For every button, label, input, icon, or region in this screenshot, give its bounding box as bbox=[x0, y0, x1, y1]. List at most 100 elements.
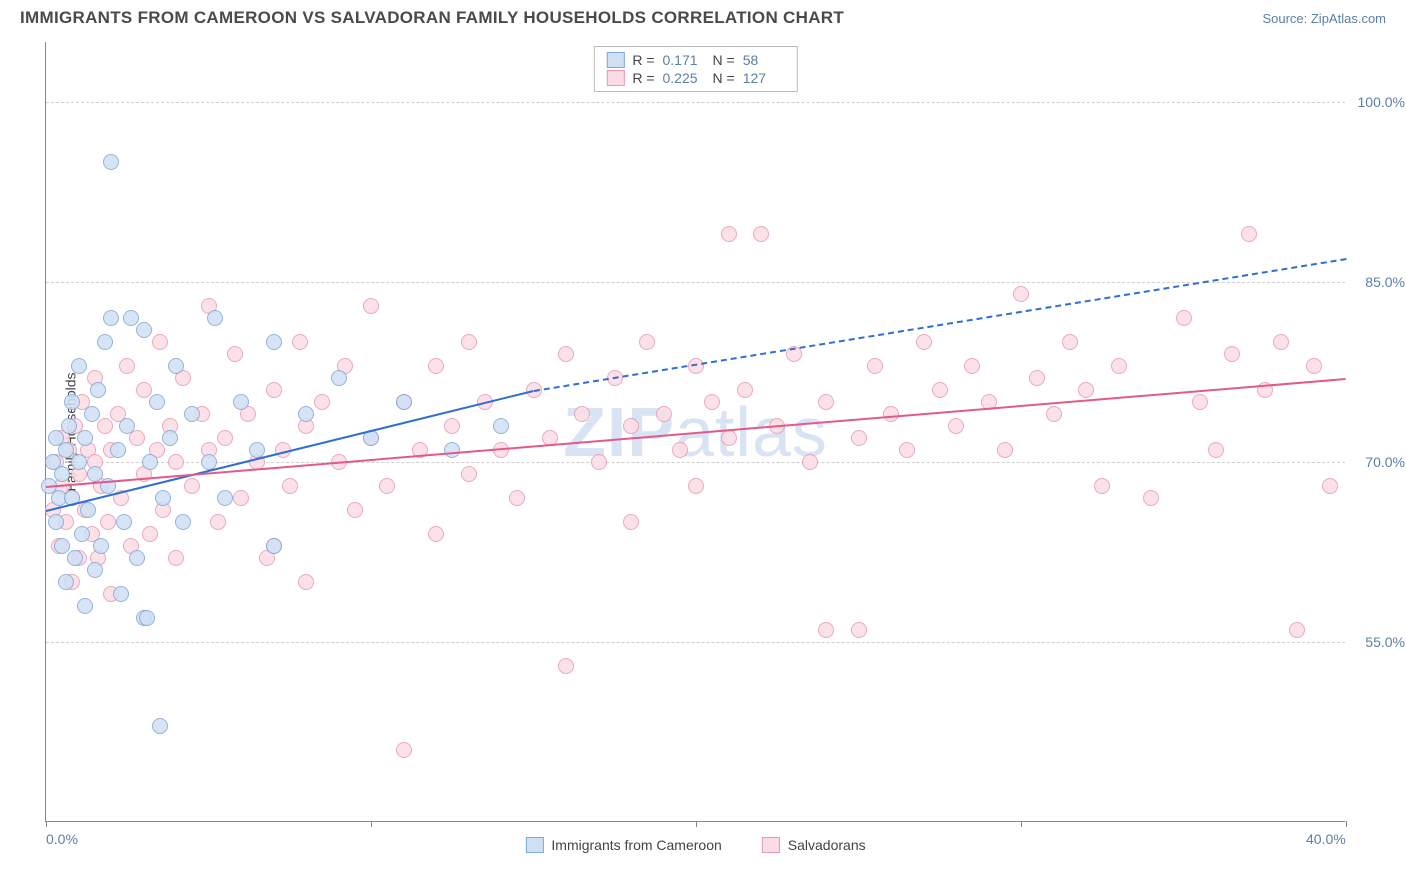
scatter-point bbox=[1111, 358, 1127, 374]
scatter-point bbox=[139, 610, 155, 626]
scatter-point bbox=[656, 406, 672, 422]
swatch-icon bbox=[606, 52, 624, 68]
scatter-point bbox=[379, 478, 395, 494]
scatter-point bbox=[233, 490, 249, 506]
scatter-point bbox=[851, 622, 867, 638]
scatter-point bbox=[851, 430, 867, 446]
scatter-point bbox=[721, 226, 737, 242]
scatter-point bbox=[136, 382, 152, 398]
scatter-point bbox=[704, 394, 720, 410]
scatter-point bbox=[168, 358, 184, 374]
scatter-point bbox=[721, 430, 737, 446]
scatter-point bbox=[428, 526, 444, 542]
legend-item: Immigrants from Cameroon bbox=[525, 837, 721, 853]
legend-item: Salvadorans bbox=[762, 837, 866, 853]
scatter-point bbox=[58, 574, 74, 590]
stat-r-value: 0.171 bbox=[663, 52, 705, 68]
scatter-point bbox=[1176, 310, 1192, 326]
scatter-point bbox=[116, 514, 132, 530]
scatter-point bbox=[867, 358, 883, 374]
scatter-point bbox=[1208, 442, 1224, 458]
scatter-point bbox=[142, 526, 158, 542]
scatter-point bbox=[948, 418, 964, 434]
scatter-point bbox=[227, 346, 243, 362]
scatter-point bbox=[509, 490, 525, 506]
scatter-point bbox=[152, 718, 168, 734]
chart-container: Family Households ZIPatlas R = 0.171 N =… bbox=[45, 42, 1345, 822]
scatter-point bbox=[149, 394, 165, 410]
legend-label: Immigrants from Cameroon bbox=[551, 837, 721, 853]
swatch-icon bbox=[525, 837, 543, 853]
scatter-point bbox=[152, 334, 168, 350]
scatter-point bbox=[298, 574, 314, 590]
scatter-point bbox=[558, 658, 574, 674]
scatter-plot: ZIPatlas R = 0.171 N = 58 R = 0.225 N = … bbox=[45, 42, 1345, 822]
scatter-point bbox=[396, 742, 412, 758]
scatter-point bbox=[997, 442, 1013, 458]
x-tick bbox=[1021, 821, 1022, 827]
scatter-point bbox=[1273, 334, 1289, 350]
scatter-point bbox=[97, 334, 113, 350]
scatter-point bbox=[48, 514, 64, 530]
scatter-point bbox=[54, 538, 70, 554]
scatter-point bbox=[184, 478, 200, 494]
y-tick-label: 70.0% bbox=[1350, 454, 1405, 470]
scatter-point bbox=[233, 394, 249, 410]
scatter-point bbox=[737, 382, 753, 398]
scatter-point bbox=[168, 550, 184, 566]
stat-r-label: R = bbox=[632, 52, 654, 68]
scatter-point bbox=[110, 442, 126, 458]
stat-n-value: 127 bbox=[743, 70, 785, 86]
stats-box: R = 0.171 N = 58 R = 0.225 N = 127 bbox=[593, 46, 797, 92]
page-title: IMMIGRANTS FROM CAMEROON VS SALVADORAN F… bbox=[20, 8, 844, 28]
gridline bbox=[46, 102, 1345, 103]
scatter-point bbox=[93, 538, 109, 554]
x-tick bbox=[1346, 821, 1347, 827]
scatter-point bbox=[1046, 406, 1062, 422]
scatter-point bbox=[331, 370, 347, 386]
scatter-point bbox=[1029, 370, 1045, 386]
scatter-point bbox=[210, 514, 226, 530]
scatter-point bbox=[639, 334, 655, 350]
x-tick bbox=[46, 821, 47, 827]
scatter-point bbox=[54, 466, 70, 482]
scatter-point bbox=[266, 538, 282, 554]
x-tick bbox=[696, 821, 697, 827]
scatter-point bbox=[87, 562, 103, 578]
scatter-point bbox=[217, 490, 233, 506]
stat-n-label: N = bbox=[713, 70, 735, 86]
scatter-point bbox=[184, 406, 200, 422]
stats-row: R = 0.225 N = 127 bbox=[606, 69, 784, 87]
bottom-legend: Immigrants from Cameroon Salvadorans bbox=[525, 837, 865, 853]
swatch-icon bbox=[762, 837, 780, 853]
scatter-point bbox=[558, 346, 574, 362]
scatter-point bbox=[80, 502, 96, 518]
stats-row: R = 0.171 N = 58 bbox=[606, 51, 784, 69]
scatter-point bbox=[282, 478, 298, 494]
scatter-point bbox=[103, 310, 119, 326]
scatter-point bbox=[964, 358, 980, 374]
scatter-point bbox=[444, 442, 460, 458]
scatter-point bbox=[266, 382, 282, 398]
scatter-point bbox=[123, 310, 139, 326]
swatch-icon bbox=[606, 70, 624, 86]
scatter-point bbox=[623, 418, 639, 434]
scatter-point bbox=[347, 502, 363, 518]
scatter-point bbox=[396, 394, 412, 410]
scatter-point bbox=[71, 454, 87, 470]
scatter-point bbox=[97, 418, 113, 434]
scatter-point bbox=[119, 418, 135, 434]
scatter-point bbox=[363, 298, 379, 314]
scatter-point bbox=[1013, 286, 1029, 302]
scatter-point bbox=[207, 310, 223, 326]
scatter-point bbox=[672, 442, 688, 458]
scatter-point bbox=[168, 454, 184, 470]
scatter-point bbox=[100, 514, 116, 530]
scatter-point bbox=[688, 478, 704, 494]
y-tick-label: 85.0% bbox=[1350, 274, 1405, 290]
scatter-point bbox=[136, 322, 152, 338]
scatter-point bbox=[103, 154, 119, 170]
scatter-point bbox=[90, 382, 106, 398]
scatter-point bbox=[1062, 334, 1078, 350]
scatter-point bbox=[753, 226, 769, 242]
